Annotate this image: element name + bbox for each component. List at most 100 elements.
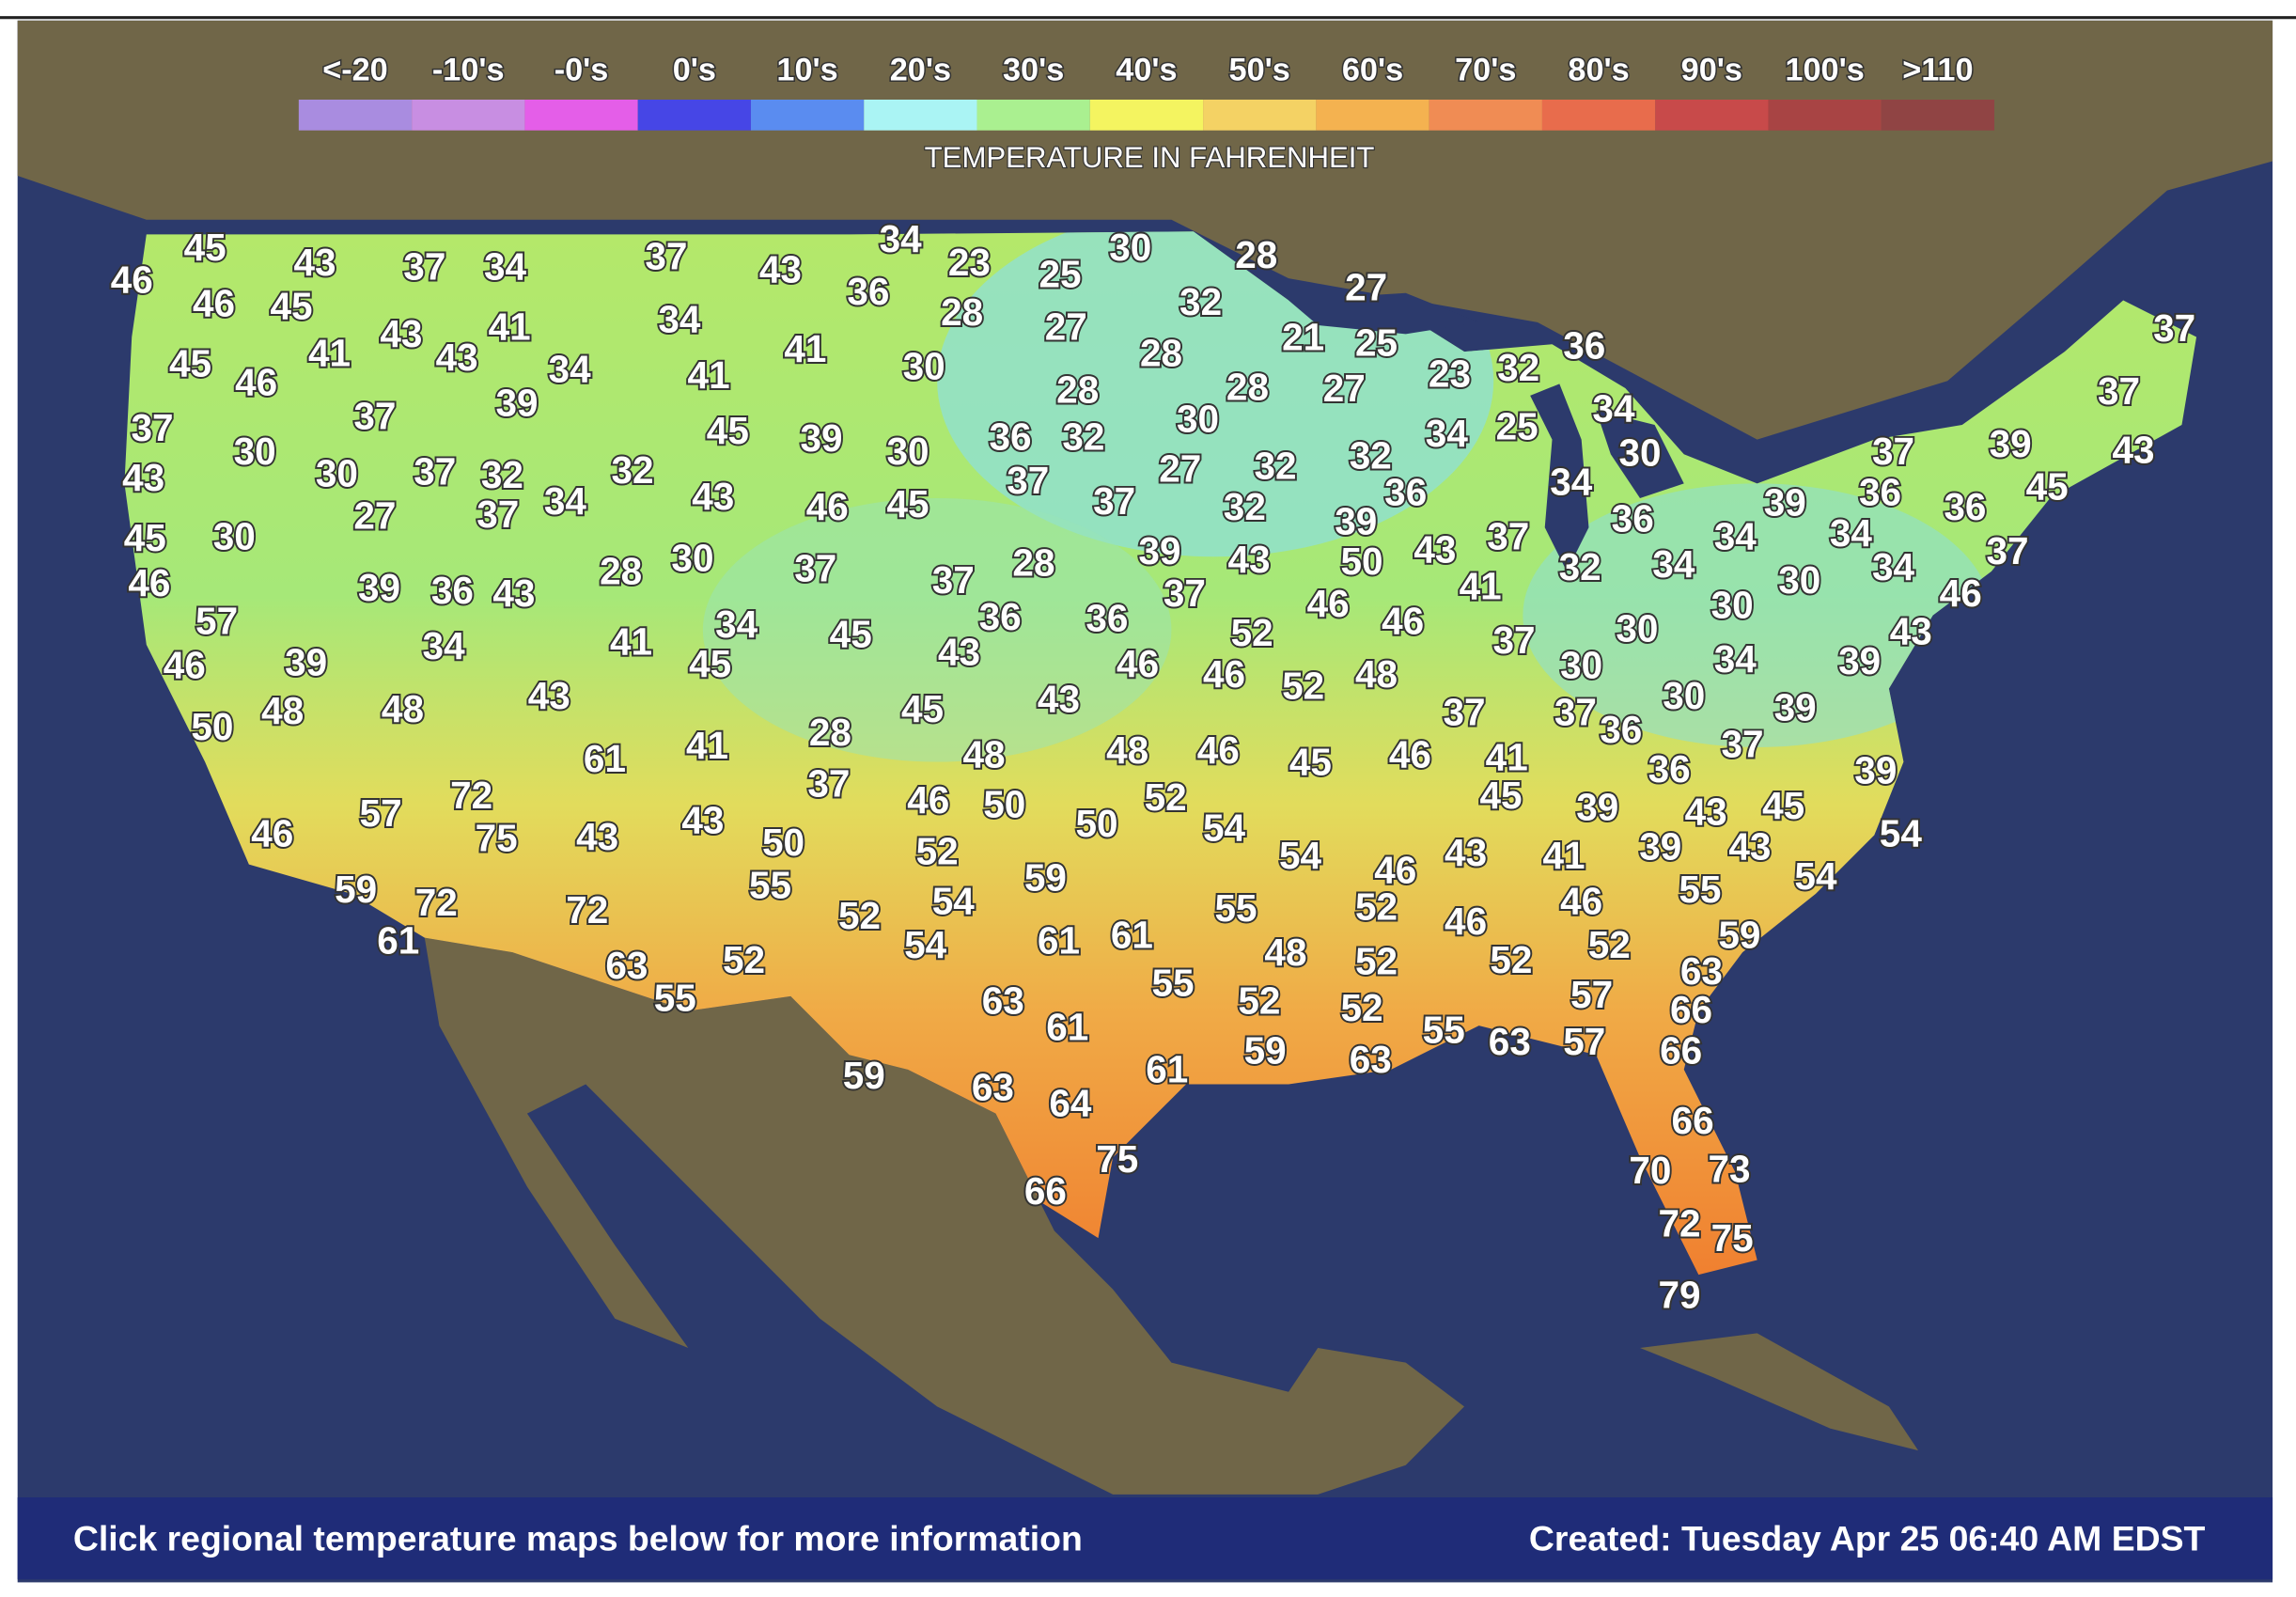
temperature-label: 75 bbox=[1096, 1137, 1138, 1181]
temperature-label: 37 bbox=[1164, 571, 1206, 615]
temperature-label: 41 bbox=[489, 305, 531, 348]
temperature-label: 46 bbox=[1940, 571, 1982, 615]
temperature-label: 34 bbox=[1872, 545, 1915, 588]
temperature-label: 34 bbox=[880, 217, 923, 260]
temperature-label: 28 bbox=[941, 290, 983, 334]
temperature-label: 36 bbox=[1944, 485, 1986, 528]
temperature-label: 43 bbox=[528, 674, 570, 717]
temperature-label: 43 bbox=[1038, 677, 1080, 720]
temperature-label: 52 bbox=[1490, 938, 1532, 981]
temperature-label: 34 bbox=[1830, 511, 1873, 555]
temperature-label: 30 bbox=[1618, 431, 1661, 474]
temperature-label: 30 bbox=[1616, 607, 1658, 650]
temperature-label: 45 bbox=[169, 341, 211, 384]
temperature-label: 39 bbox=[1138, 529, 1180, 572]
temperature-label: 30 bbox=[234, 430, 276, 473]
temperature-label: 59 bbox=[843, 1054, 885, 1097]
temperature-label: 59 bbox=[1718, 913, 1760, 956]
temperature-label: 45 bbox=[901, 687, 944, 730]
temperature-label: 36 bbox=[1612, 497, 1654, 540]
temperature-label: 43 bbox=[692, 475, 734, 518]
temperature-label: 37 bbox=[1444, 690, 1486, 733]
temperature-label: 63 bbox=[972, 1065, 1014, 1108]
temperature-label: 61 bbox=[1038, 919, 1080, 963]
temperature-label: 34 bbox=[549, 348, 592, 391]
legend-swatch bbox=[864, 99, 977, 131]
temperature-label: 46 bbox=[1197, 728, 1240, 772]
legend-label: -0's bbox=[554, 52, 609, 87]
top-rule bbox=[0, 16, 2296, 20]
legend-swatch bbox=[1881, 99, 1995, 131]
temperature-label: 39 bbox=[495, 381, 538, 424]
temperature-label: 43 bbox=[1728, 825, 1771, 869]
temperature-label: 37 bbox=[1492, 618, 1535, 662]
temperature-label: 52 bbox=[1231, 611, 1273, 654]
temperature-label: 37 bbox=[932, 558, 975, 602]
temperature-label: 52 bbox=[723, 938, 765, 981]
temperature-label: 39 bbox=[358, 566, 400, 609]
temperature-label: 72 bbox=[415, 881, 458, 924]
temperature-label: 46 bbox=[164, 643, 206, 686]
temperature-label: 41 bbox=[1460, 564, 1502, 607]
legend-swatch bbox=[298, 99, 413, 131]
temperature-label: 48 bbox=[1264, 931, 1306, 974]
temperature-label: 64 bbox=[1049, 1082, 1092, 1125]
temperature-label: 41 bbox=[686, 724, 728, 767]
temperature-label: 63 bbox=[1489, 1020, 1531, 1063]
temperature-label: 45 bbox=[689, 642, 731, 685]
temperature-label: 41 bbox=[610, 620, 652, 664]
temperature-label: 57 bbox=[1570, 973, 1613, 1016]
temperature-label: 25 bbox=[1039, 252, 1081, 295]
legend-swatch bbox=[1316, 99, 1429, 131]
temperature-label: 63 bbox=[605, 944, 648, 987]
temperature-label: 43 bbox=[938, 630, 980, 673]
temperature-label: 32 bbox=[1350, 434, 1392, 478]
temperature-label: 66 bbox=[1670, 988, 1712, 1031]
temperature-label: 30 bbox=[1711, 584, 1754, 627]
temperature-label: 34 bbox=[544, 479, 587, 523]
temperature-label: 30 bbox=[1109, 226, 1151, 269]
temperature-label: 75 bbox=[1711, 1216, 1754, 1260]
legend-swatch bbox=[1768, 99, 1882, 131]
temperature-label: 37 bbox=[1487, 514, 1529, 557]
temperature-label: 30 bbox=[1663, 674, 1705, 717]
temperature-label: 59 bbox=[335, 868, 377, 911]
temperature-label: 50 bbox=[983, 783, 1025, 826]
temperature-label: 36 bbox=[1384, 471, 1427, 514]
temperature-label: 48 bbox=[962, 733, 1005, 776]
temperature-label: 54 bbox=[904, 923, 947, 966]
temperature-label: 54 bbox=[1794, 854, 1837, 898]
temperature-label: 72 bbox=[1659, 1201, 1701, 1245]
temperature-label: 52 bbox=[1355, 939, 1398, 982]
temperature-label: 75 bbox=[476, 816, 518, 859]
temperature-label: 27 bbox=[1323, 367, 1366, 410]
temperature-label: 61 bbox=[1146, 1048, 1188, 1091]
temperature-label: 39 bbox=[1990, 422, 2032, 465]
legend-swatch bbox=[1089, 99, 1204, 131]
temperature-label: 37 bbox=[794, 547, 836, 590]
temperature-label: 52 bbox=[1355, 885, 1398, 929]
temperature-label: 34 bbox=[1652, 542, 1695, 586]
temperature-label: 46 bbox=[1382, 600, 1424, 643]
temperature-label: 41 bbox=[1486, 736, 1528, 779]
temperature-label: 52 bbox=[916, 829, 959, 872]
temperature-label: 46 bbox=[1389, 733, 1431, 776]
temperature-label: 43 bbox=[293, 241, 336, 284]
legend-label: 20's bbox=[890, 52, 951, 87]
temperature-label: 39 bbox=[285, 640, 327, 683]
temperature-label: 34 bbox=[484, 245, 527, 289]
temperature-label: 30 bbox=[671, 537, 713, 580]
temperature-label: 45 bbox=[886, 482, 929, 525]
temperature-label: 37 bbox=[1554, 690, 1597, 733]
legend-swatch bbox=[1655, 99, 1769, 131]
temperature-label: 45 bbox=[1762, 784, 1804, 827]
temperature-label: 32 bbox=[1497, 346, 1539, 389]
temperature-label: 37 bbox=[1093, 479, 1135, 523]
legend-swatch bbox=[412, 99, 525, 131]
temperature-label: 43 bbox=[1685, 790, 1727, 833]
temperature-label: 34 bbox=[1550, 461, 1593, 504]
temperature-label: 45 bbox=[707, 409, 749, 452]
legend-label: 60's bbox=[1342, 52, 1403, 87]
temperature-label: 36 bbox=[847, 270, 889, 313]
lake-michigan bbox=[1530, 384, 1589, 571]
